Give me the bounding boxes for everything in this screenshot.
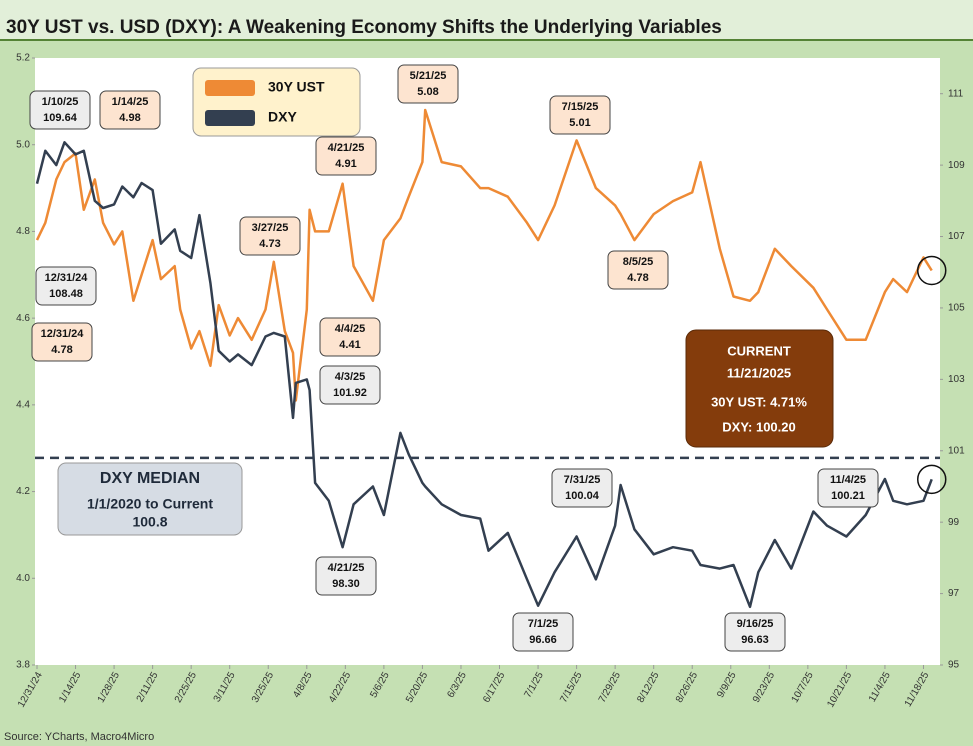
y2-tick-label: 109 — [948, 160, 965, 171]
current-text: 11/21/2025 — [727, 365, 791, 380]
annotation-box — [315, 556, 377, 596]
annotation-text: 4.91 — [335, 158, 356, 170]
legend-label: DXY — [268, 109, 297, 125]
y-tick-label: 4.0 — [16, 573, 30, 584]
current-text: CURRENT — [727, 343, 791, 358]
annotation-text: 7/1/25 — [528, 618, 559, 630]
annotation-text: 4/4/25 — [335, 323, 366, 335]
y-tick-label: 4.2 — [16, 486, 30, 497]
annotation-text: 5/21/25 — [410, 70, 447, 82]
annotation-text: 109.64 — [43, 112, 78, 124]
y2-tick-label: 101 — [948, 445, 965, 456]
y-tick-label: 5.0 — [16, 139, 30, 150]
y2-tick-label: 97 — [948, 588, 960, 599]
annotation-box — [817, 468, 879, 508]
median-box — [57, 462, 243, 536]
annotation-box — [607, 250, 669, 290]
annotation-text: 1/10/25 — [42, 96, 79, 108]
annotation-text: 4.73 — [259, 238, 280, 250]
annotation-text: 5.08 — [417, 86, 438, 98]
annotation-box — [239, 216, 301, 256]
legend-swatch — [205, 110, 255, 126]
legend-label: 30Y UST — [268, 79, 325, 95]
y-tick-label: 3.8 — [16, 660, 30, 671]
annotation-text: 12/31/24 — [41, 328, 85, 340]
source-note: Source: YCharts, Macro4Micro — [4, 731, 154, 743]
y-tick-label: 4.8 — [16, 226, 30, 237]
annotation-text: 101.92 — [333, 387, 367, 399]
annotation-text: 4.41 — [339, 339, 360, 351]
current-box — [685, 329, 834, 448]
y-tick-label: 5.2 — [16, 53, 30, 64]
y2-tick-label: 95 — [948, 660, 960, 671]
annotation-text: 8/5/25 — [623, 256, 654, 268]
end-circle — [916, 464, 947, 495]
annotation-text: 96.66 — [529, 634, 557, 646]
annotation-text: 7/31/25 — [564, 474, 601, 486]
y2-tick-label: 103 — [948, 374, 965, 385]
annotation-text: 4/21/25 — [328, 142, 365, 154]
median-label: DXY MEDIAN — [100, 470, 200, 487]
annotation-box — [99, 90, 161, 130]
median-value: 100.8 — [132, 514, 167, 530]
annotation-text: 9/16/25 — [737, 618, 774, 630]
annotation-text: 4.78 — [51, 344, 72, 356]
y-tick-label: 4.4 — [16, 399, 30, 410]
legend-swatch — [205, 80, 255, 96]
y-tick-label: 4.6 — [16, 313, 30, 324]
annotation-box — [29, 90, 91, 130]
chart-title: 30Y UST vs. USD (DXY): A Weakening Econo… — [6, 17, 722, 38]
annotation-text: 98.30 — [332, 578, 360, 590]
annotation-box — [549, 95, 611, 135]
annotation-text: 4/21/25 — [328, 562, 365, 574]
annotation-box — [319, 365, 381, 405]
annotation-text: 108.48 — [49, 288, 83, 300]
title-band — [0, 0, 973, 40]
y2-tick-label: 105 — [948, 303, 965, 314]
annotation-text: 7/15/25 — [562, 101, 599, 113]
y2-tick-label: 107 — [948, 231, 965, 242]
current-text: 30Y UST: 4.71% — [711, 394, 807, 409]
median-period: 1/1/2020 to Current — [87, 496, 213, 512]
y2-tick-label: 99 — [948, 517, 960, 528]
annotation-box — [551, 468, 613, 508]
annotation-box — [315, 136, 377, 176]
annotation-text: 5.01 — [569, 117, 590, 129]
annotation-text: 4.98 — [119, 112, 140, 124]
annotation-text: 3/27/25 — [252, 222, 289, 234]
end-circle — [916, 255, 947, 286]
annotation-box — [397, 64, 459, 104]
annotation-text: 12/31/24 — [45, 272, 89, 284]
annotation-box — [35, 266, 97, 306]
annotation-box — [319, 317, 381, 357]
annotation-text: 4/3/25 — [335, 371, 366, 383]
current-text: DXY: 100.20 — [722, 419, 795, 434]
annotation-text: 11/4/25 — [830, 474, 866, 486]
annotation-text: 4.78 — [627, 272, 648, 284]
annotation-box — [512, 612, 574, 652]
annotation-box — [31, 322, 93, 362]
annotation-text: 100.04 — [565, 490, 600, 502]
annotation-text: 96.63 — [741, 634, 769, 646]
series-line — [35, 108, 933, 402]
annotation-box — [724, 612, 786, 652]
annotation-text: 100.21 — [831, 490, 865, 502]
series-line — [35, 141, 933, 609]
y2-tick-label: 111 — [948, 88, 964, 99]
annotation-text: 1/14/25 — [112, 96, 149, 108]
